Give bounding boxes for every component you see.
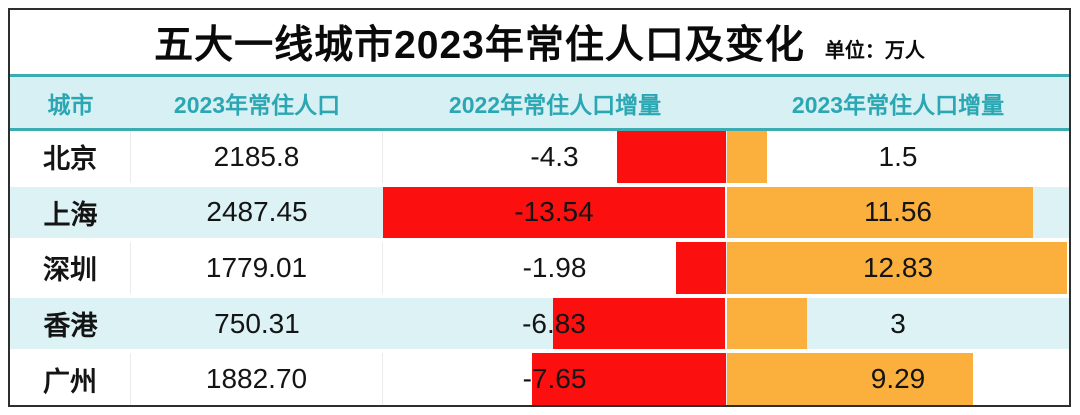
delta-2023-cell: 3 bbox=[727, 297, 1069, 350]
population-cell: 2487.45 bbox=[206, 196, 308, 228]
table-row: 香港 750.31 -6.83 3 bbox=[10, 297, 1069, 354]
population-cell: 2185.8 bbox=[131, 131, 383, 183]
population-cell: 1882.70 bbox=[131, 353, 383, 405]
table-row: 深圳 1779.01 -1.98 12.83 bbox=[10, 242, 1069, 298]
delta-2023-label: 9.29 bbox=[870, 363, 926, 395]
city-cell: 香港 bbox=[43, 311, 98, 342]
city-cell: 北京 bbox=[10, 131, 131, 183]
city-cell: 广州 bbox=[10, 353, 131, 405]
delta-2022-label: -13.54 bbox=[514, 196, 594, 228]
positive-bar bbox=[727, 242, 1068, 294]
city-cell: 上海 bbox=[43, 199, 98, 230]
page-title: 五大一线城市2023年常住人口及变化 bbox=[154, 24, 805, 67]
delta-2022-cell: -7.65 bbox=[383, 353, 727, 405]
delta-2023-label: 11.56 bbox=[864, 196, 932, 228]
delta-2023-label: 12.83 bbox=[862, 251, 934, 283]
title-bar: 五大一线城市2023年常住人口及变化 单位：万人 bbox=[10, 10, 1069, 74]
delta-2023-cell: 11.56 bbox=[727, 186, 1069, 239]
header-delta-2022: 2022年常住人口增量 bbox=[448, 91, 662, 118]
delta-2022-label: -6.83 bbox=[522, 307, 586, 339]
delta-2022-label: -1.98 bbox=[522, 251, 587, 283]
chart-frame: 五大一线城市2023年常住人口及变化 单位：万人 城市 2023年常住人口 20… bbox=[8, 8, 1071, 407]
delta-2022-cell: -1.98 bbox=[383, 242, 727, 294]
header-city: 城市 bbox=[47, 91, 94, 118]
negative-bar bbox=[532, 353, 726, 405]
unit-label: 单位：万人 bbox=[824, 39, 925, 62]
table-header: 城市 2023年常住人口 2022年常住人口增量 2023年常住人口增量 bbox=[10, 74, 1069, 131]
delta-2022-label: -4.3 bbox=[530, 140, 579, 172]
negative-bar bbox=[675, 242, 726, 294]
delta-2023-cell: 1.5 bbox=[727, 131, 1069, 183]
table-row: 上海 2487.45 -13.54 11.56 bbox=[10, 186, 1069, 243]
positive-bar bbox=[727, 297, 807, 350]
delta-2022-cell: -4.3 bbox=[383, 131, 727, 183]
city-cell: 深圳 bbox=[10, 242, 131, 294]
positive-bar bbox=[727, 131, 767, 183]
negative-bar bbox=[552, 297, 725, 350]
population-cell: 1779.01 bbox=[131, 242, 383, 294]
delta-2023-label: 3 bbox=[890, 307, 906, 339]
positive-bar bbox=[727, 186, 1034, 239]
table-row: 广州 1882.70 -7.65 9.29 bbox=[10, 353, 1069, 405]
negative-bar bbox=[383, 186, 725, 239]
delta-2022-cell: -6.83 bbox=[383, 297, 727, 350]
delta-2023-label: 1.5 bbox=[878, 140, 918, 172]
delta-2022-cell: -13.54 bbox=[383, 186, 727, 239]
positive-bar bbox=[727, 353, 974, 405]
negative-bar bbox=[617, 131, 726, 183]
delta-2022-label: -7.65 bbox=[522, 363, 587, 395]
delta-2023-cell: 12.83 bbox=[727, 242, 1069, 294]
header-population-2023: 2023年常住人口 bbox=[173, 91, 341, 118]
header-delta-2023: 2023年常住人口增量 bbox=[791, 91, 1005, 118]
table-row: 北京 2185.8 -4.3 1.5 bbox=[10, 131, 1069, 187]
population-cell: 750.31 bbox=[214, 307, 300, 339]
table-rows: 北京 2185.8 -4.3 1.5 上海 2487.45 -13.54 11.… bbox=[10, 131, 1069, 405]
delta-2023-cell: 9.29 bbox=[727, 353, 1069, 405]
